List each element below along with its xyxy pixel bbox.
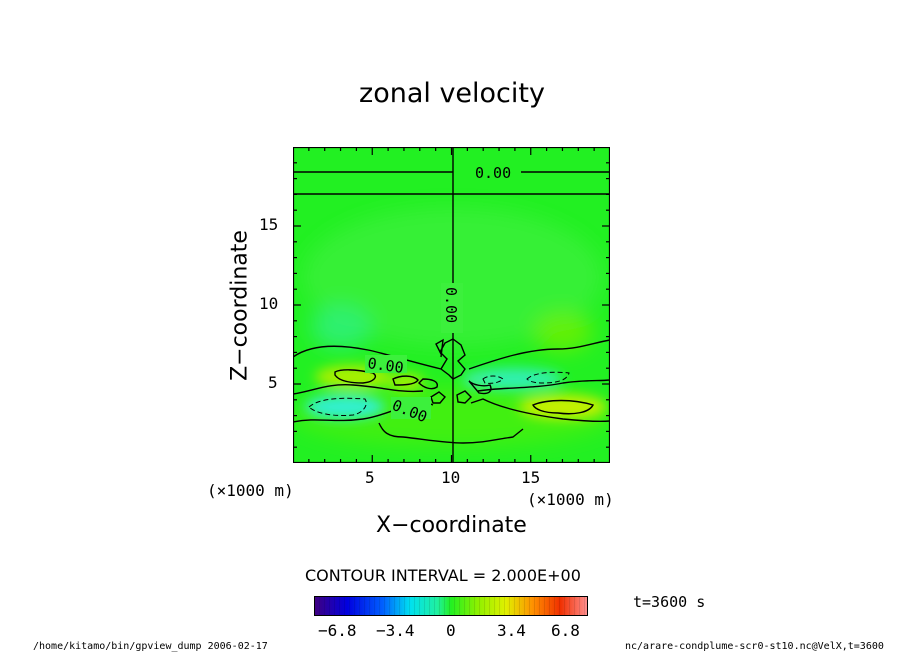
chart-title: zonal velocity <box>359 78 545 109</box>
contour-line <box>470 398 610 423</box>
contour-lines <box>293 147 610 463</box>
y-axis-ticks <box>293 162 610 448</box>
contour-line <box>468 380 492 395</box>
contour-line <box>378 422 524 444</box>
contour-label: 0.00 <box>366 354 404 377</box>
contour-line <box>334 369 377 384</box>
contour-line <box>435 338 466 380</box>
contour-line <box>418 378 438 390</box>
x-tick-label: 10 <box>441 468 461 487</box>
contour-line <box>430 391 446 404</box>
negative-blob <box>463 376 493 388</box>
contour-interval-label: CONTOUR INTERVAL = 2.000E+00 <box>305 566 581 585</box>
contour-line <box>392 375 419 386</box>
contour-line-negative <box>482 375 504 384</box>
contour-line <box>468 339 610 370</box>
colorbar-tick-label: 6.8 <box>551 621 580 640</box>
x-unit-label-left: (×1000 m) <box>207 481 294 500</box>
colorbar-tick-label: 3.4 <box>497 621 526 640</box>
time-label: t=3600 s <box>633 593 706 611</box>
contour-line <box>293 345 442 370</box>
x-unit-label-right: (×1000 m) <box>527 490 614 509</box>
x-tick-label: 15 <box>521 468 541 487</box>
footer-left: /home/kitamo/bin/gpview_dump 2006-02-17 <box>33 641 268 652</box>
y-axis-title: Z−coordinate <box>227 230 253 381</box>
contour-label: 0.00 <box>442 287 460 323</box>
contour-line-negative <box>308 397 367 416</box>
positive-blob <box>519 395 607 419</box>
x-tick-label: 5 <box>365 468 375 487</box>
colorbar <box>314 596 588 616</box>
x-axis-title: X−coordinate <box>376 513 527 538</box>
negative-blob <box>305 395 385 419</box>
y-tick-label: 10 <box>259 294 279 313</box>
footer-right: nc/arare-condplume-scr0-st10.nc@VelX,t=3… <box>625 641 884 652</box>
contour-line <box>477 379 610 392</box>
contour-line-negative <box>526 371 570 384</box>
x-axis-ticks <box>308 147 595 463</box>
contour-label: 0.00 <box>475 164 511 182</box>
contour-plot: 0.00 0.00 0.00 0.00 <box>293 147 610 463</box>
y-tick-label: 5 <box>268 373 278 392</box>
contour-line <box>456 390 472 404</box>
contour-line <box>293 383 424 395</box>
colorbar-tick-label: −6.8 <box>318 621 357 640</box>
colorbar-tick-label: 0 <box>446 621 456 640</box>
contour-line <box>532 399 594 415</box>
y-tick-label: 15 <box>259 215 279 234</box>
colorbar-tick-label: −3.4 <box>376 621 415 640</box>
